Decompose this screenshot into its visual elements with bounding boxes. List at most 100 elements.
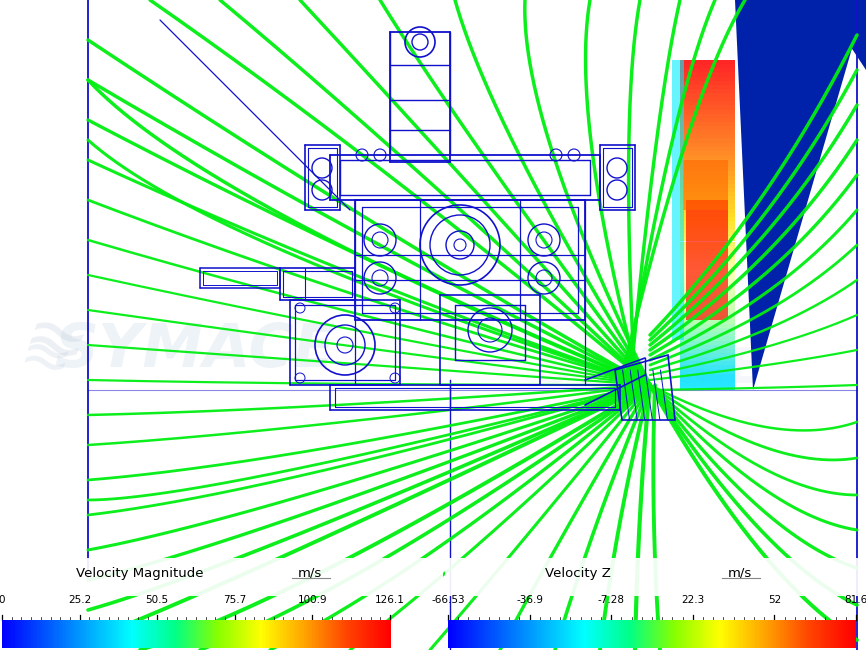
Text: 100.9: 100.9 [298, 595, 327, 605]
Bar [680, 109, 735, 114]
Bar [445, 558, 866, 596]
Bar [680, 386, 735, 390]
Bar [680, 291, 735, 295]
Bar [680, 332, 735, 336]
Bar [680, 344, 735, 349]
Bar [680, 89, 735, 93]
Bar [680, 147, 735, 151]
Bar [680, 159, 735, 163]
Bar [680, 68, 735, 72]
Text: ≈: ≈ [12, 299, 98, 391]
Bar [680, 142, 735, 147]
Bar [680, 254, 735, 258]
Bar [680, 167, 735, 172]
Bar [680, 176, 735, 179]
Bar [680, 97, 735, 101]
Bar [680, 188, 735, 192]
Bar [680, 349, 735, 353]
Bar [680, 320, 735, 324]
Bar [680, 328, 735, 332]
Bar [680, 233, 735, 237]
Bar [680, 138, 735, 142]
Bar [680, 258, 735, 262]
Bar [680, 130, 735, 135]
Bar [680, 118, 735, 122]
Bar [683, 160, 728, 210]
Bar [686, 200, 728, 320]
Bar [680, 204, 735, 209]
Bar [0, 558, 443, 596]
Bar [680, 369, 735, 374]
Bar [680, 237, 735, 242]
Bar [680, 311, 735, 316]
Bar [680, 196, 735, 200]
Bar [680, 163, 735, 167]
Text: 52: 52 [768, 595, 781, 605]
Bar [680, 304, 735, 307]
Bar [680, 316, 735, 320]
Bar [680, 287, 735, 291]
Bar [680, 101, 735, 105]
Bar [680, 378, 735, 382]
Bar [680, 77, 735, 81]
Bar [680, 324, 735, 328]
Bar [680, 299, 735, 304]
Bar [680, 361, 735, 365]
Bar [680, 64, 735, 68]
Bar [680, 374, 735, 378]
Text: Velocity Magnitude: Velocity Magnitude [76, 567, 204, 580]
Bar [680, 84, 735, 89]
Text: -36.9: -36.9 [516, 595, 543, 605]
Bar [680, 246, 735, 250]
Bar [672, 60, 684, 340]
Text: 75.7: 75.7 [223, 595, 247, 605]
Bar [680, 262, 735, 266]
Bar [680, 225, 735, 229]
Text: m/s: m/s [728, 567, 753, 580]
Bar [680, 209, 735, 213]
Text: Velocity Z: Velocity Z [545, 567, 611, 580]
Text: 25.2: 25.2 [68, 595, 91, 605]
Text: 50.5: 50.5 [145, 595, 169, 605]
Text: 81.6: 81.6 [844, 595, 866, 605]
Bar [680, 172, 735, 176]
Text: -66.53: -66.53 [431, 595, 465, 605]
Bar [680, 337, 735, 341]
Bar [680, 155, 735, 159]
Polygon shape [735, 0, 866, 390]
Bar [680, 200, 735, 204]
Bar [680, 179, 735, 184]
Bar [680, 81, 735, 84]
Bar [680, 60, 735, 64]
Bar [680, 184, 735, 188]
Bar [680, 382, 735, 386]
Text: SYMACE: SYMACE [538, 346, 762, 394]
Text: 0: 0 [0, 595, 5, 605]
Text: SYMACE: SYMACE [55, 320, 335, 380]
Bar [680, 229, 735, 233]
Text: ≈: ≈ [12, 324, 78, 396]
Bar [680, 283, 735, 287]
Bar [680, 216, 735, 221]
Bar [680, 266, 735, 270]
Bar [680, 151, 735, 155]
Bar [680, 250, 735, 254]
Bar [680, 270, 735, 274]
Bar [680, 242, 735, 246]
Bar [680, 213, 735, 216]
Bar [680, 93, 735, 97]
Bar [680, 221, 735, 225]
Bar [680, 353, 735, 357]
Bar [680, 114, 735, 118]
Text: 22.3: 22.3 [682, 595, 704, 605]
Bar [680, 72, 735, 77]
Bar [680, 307, 735, 311]
Bar [680, 135, 735, 138]
Bar [680, 105, 735, 109]
Text: -7.28: -7.28 [598, 595, 624, 605]
Bar [680, 341, 735, 344]
Bar [680, 122, 735, 126]
Text: m/s: m/s [298, 567, 322, 580]
Bar [680, 192, 735, 196]
Polygon shape [820, 0, 866, 70]
